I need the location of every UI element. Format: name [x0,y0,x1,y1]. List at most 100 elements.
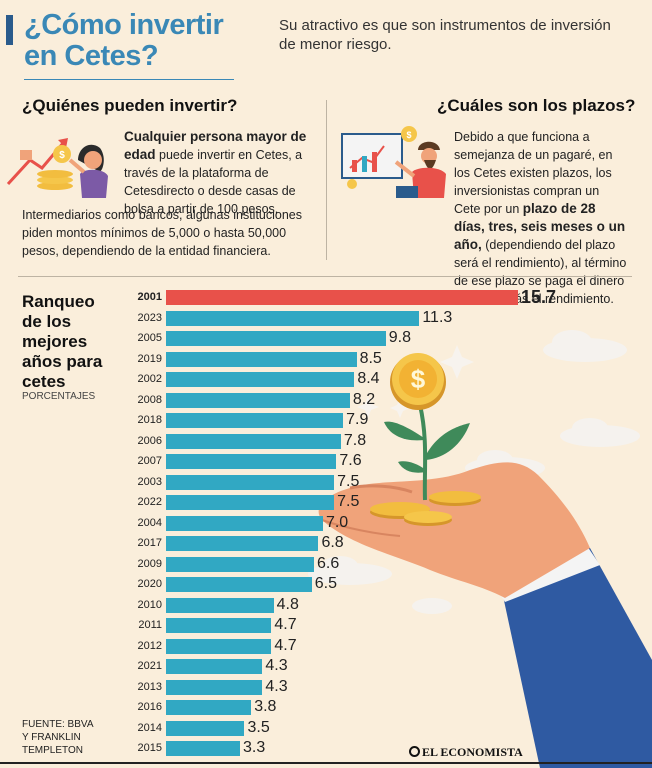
bar [166,351,357,367]
value-label: 9.8 [388,329,411,346]
bar [166,454,337,469]
left-section-bold-lead: Cualquier persona mayor de edad [124,129,307,162]
title-underline [24,79,234,80]
chart-title-line: cetes [22,372,66,391]
right-section-text-a: Debido a que funciona a semejanza de un … [454,130,613,216]
left-section-paragraph-b: Intermediarios como bancos, algunas inst… [22,208,303,258]
bar [166,536,319,551]
value-label: 4.8 [276,595,299,613]
bar [166,597,274,613]
value-label: 7.5 [337,493,360,510]
bar [166,577,312,592]
investor-woman-icon: $ [6,138,108,198]
year-label: 2005 [137,332,162,344]
value-label: 8.2 [352,390,376,408]
bar [166,659,263,674]
chart-title-line: mejores [22,332,88,351]
value-label: 7.8 [343,431,367,449]
year-label: 2013 [137,680,162,693]
year-label: 2022 [137,496,162,508]
value-label: 3.8 [254,698,277,715]
bar [166,310,420,326]
left-section-paragraph: Cualquier persona mayor de edad puede in… [124,128,312,218]
year-label: 2008 [137,393,162,406]
year-label: 2003 [137,475,162,488]
bar [166,515,323,531]
chart-title-line: Ranqueo [22,292,95,311]
value-label: 8.4 [357,370,380,387]
right-section-heading: ¿Cuáles son los plazos? [437,96,636,115]
hand-icon [318,462,590,598]
investor-man-icon: $ [341,126,446,198]
value-label: 7.9 [346,411,369,428]
brand-logo-icon [409,746,420,757]
svg-text:$: $ [59,150,65,161]
year-label: 2010 [137,598,162,611]
value-label: 3.5 [247,718,270,736]
chart-title-line: de los [22,312,72,331]
year-label: 2015 [137,742,162,754]
year-label: 2021 [137,660,162,672]
year-label: 2020 [137,578,162,590]
source-note: FUENTE: BBVA Y FRANKLIN TEMPLETON [22,718,94,757]
chart-title: Ranqueo de los mejores años para cetes [22,292,102,392]
source-line: Y FRANKLIN [22,732,81,743]
bar [166,679,263,695]
value-label: 11.3 [422,308,453,326]
bar [166,474,335,490]
value-label: 7.0 [325,513,349,531]
brand-name: EL ECONOMISTA [422,745,523,759]
title-line-2: en Cetes? [24,40,159,72]
year-label: 2007 [137,455,162,467]
bar [166,433,341,449]
right-section-bold: plazo de 28 días, tres, seis meses o un … [454,201,626,252]
value-label: 4.3 [265,677,288,695]
chart-title-line: años para [22,352,103,371]
bar [166,331,386,346]
year-label: 2014 [137,721,162,734]
value-label: 8.5 [359,349,382,367]
year-label: 2019 [137,352,162,365]
value-label: 6.5 [314,575,337,592]
value-label: 7.6 [339,452,362,469]
source-line: FUENTE: BBVA [22,719,94,730]
bar [166,290,518,305]
sparkle-icon [357,345,474,418]
value-label: 15.7 [521,287,557,307]
right-section-paragraph: Debido a que funciona a semejanza de un … [342,128,628,308]
source-line: TEMPLETON [22,745,83,756]
bar [166,720,245,736]
year-label: 2006 [137,434,162,447]
year-label: 2018 [137,414,162,426]
bottom-rule [0,762,652,764]
dollar-coin-icon: $ [390,353,446,410]
page-subtitle: Su atractivo es que son instrumentos de … [279,17,611,53]
section-divider [326,100,327,260]
chart-subtitle: PORCENTAJES [22,391,96,402]
bar [166,638,272,654]
year-label: 2001 [137,291,162,303]
year-label: 2004 [137,516,162,529]
title-line-1: ¿Cómo invertir [24,9,224,41]
year-label: 2002 [137,373,162,385]
svg-text:$: $ [406,130,411,140]
bar [166,413,344,428]
year-label: 2017 [137,537,162,549]
year-label: 2016 [137,701,162,713]
left-section-text-a: puede invertir en Cetes, a través de la … [124,148,303,216]
coin-stack-icon [370,491,481,526]
bar [166,741,240,756]
bar [166,372,355,387]
year-label: 2009 [137,557,162,570]
value-label: 6.6 [316,554,340,572]
bar [166,556,314,572]
svg-text:$: $ [411,364,426,394]
value-label: 4.3 [265,657,288,674]
year-label: 2012 [137,639,162,652]
left-section-heading: ¿Quiénes pueden invertir? [22,96,238,115]
bar [166,495,335,510]
value-label: 6.8 [321,534,344,551]
plant-icon [384,404,470,501]
value-label: 4.7 [274,636,297,654]
